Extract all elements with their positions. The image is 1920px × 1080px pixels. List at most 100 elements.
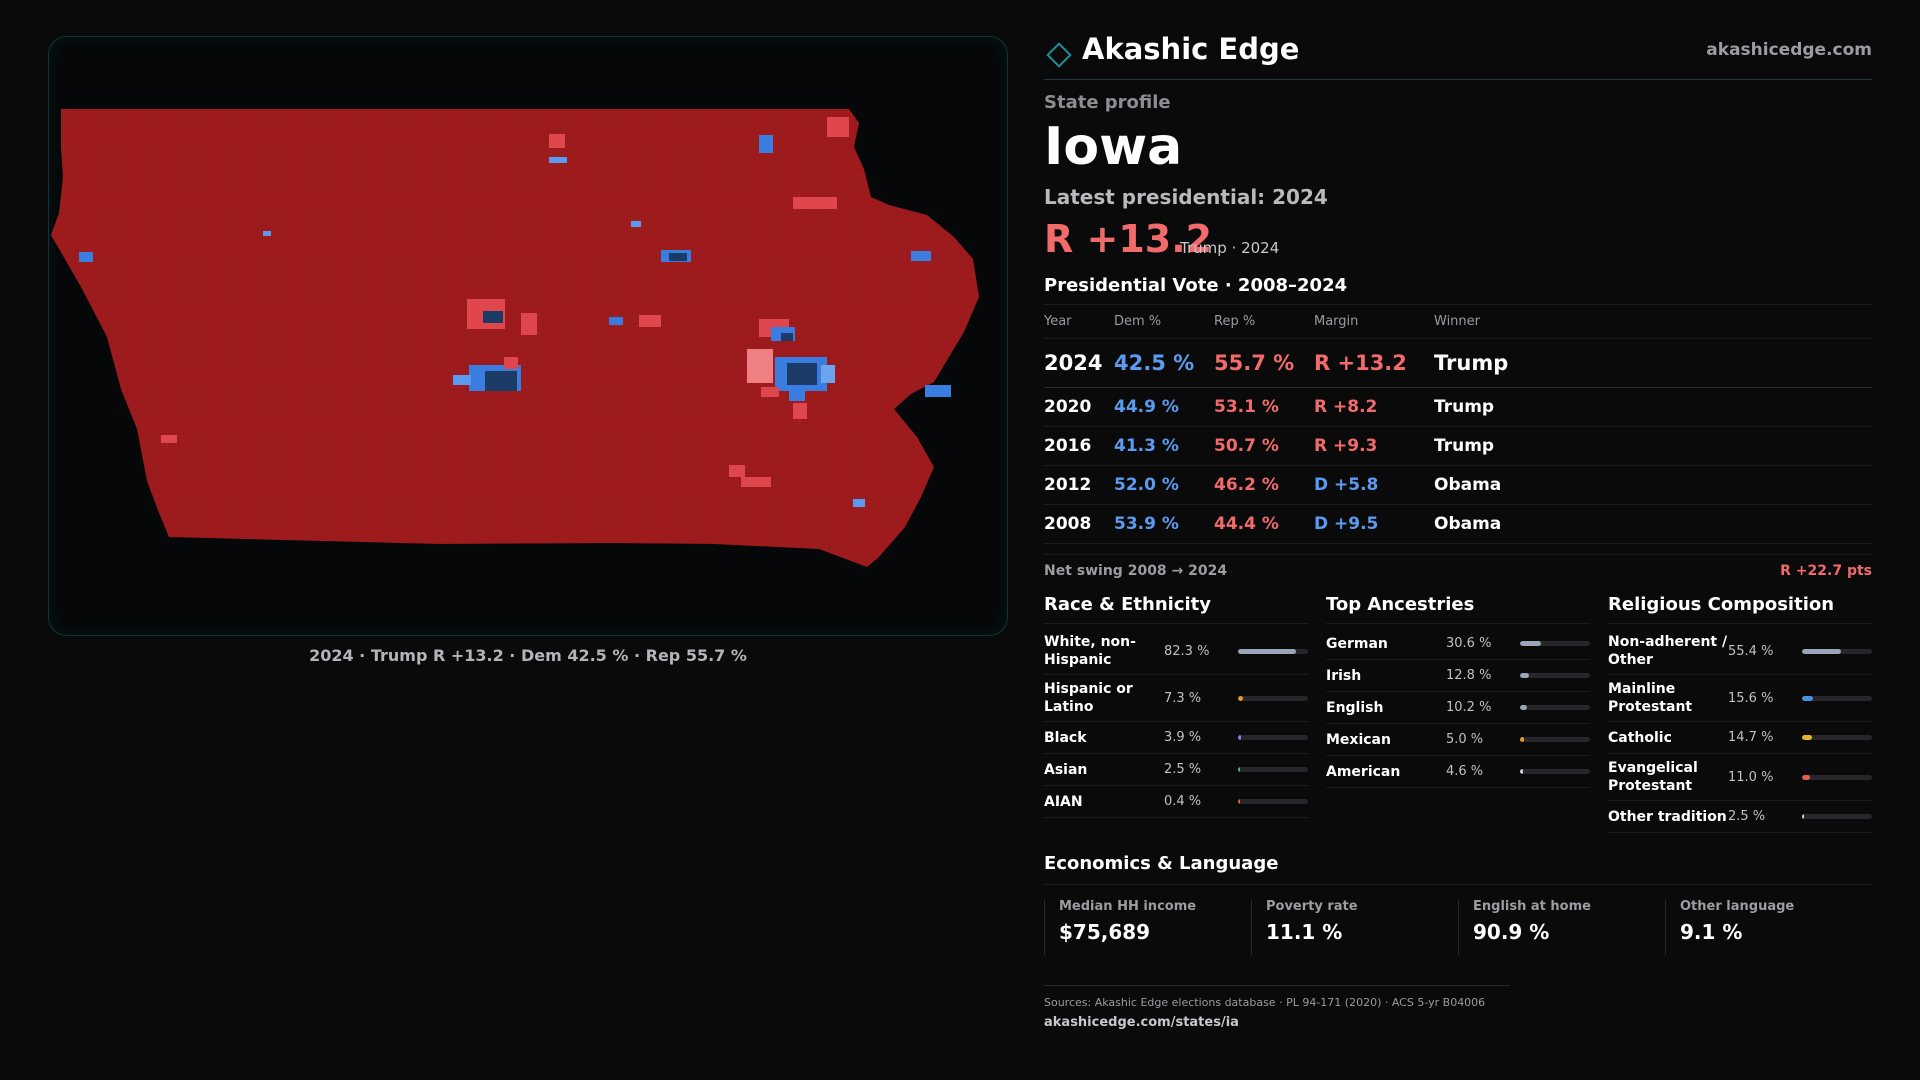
table-header-row: Year Dem % Rep % Margin Winner bbox=[1044, 304, 1872, 339]
demo-label: AIAN bbox=[1044, 793, 1083, 810]
demo-label: English bbox=[1326, 699, 1384, 716]
council-bluffs-cluster bbox=[161, 435, 177, 443]
table-row[interactable]: 2024 42.5 % 55.7 % R +13.2 Trump bbox=[1044, 338, 1872, 388]
demo-bar-fill bbox=[1238, 767, 1241, 772]
precinct-highlight bbox=[609, 317, 623, 325]
cell-winner: Trump bbox=[1434, 338, 1872, 388]
headline-margin: R +13.2 Trump · 2024 bbox=[1044, 217, 1872, 263]
list-item: Non-adherent / Other 55.4 % bbox=[1608, 628, 1872, 675]
religion-section: Religious Composition Non-adherent / Oth… bbox=[1608, 594, 1872, 833]
net-swing-value: R +22.7 pts bbox=[1780, 563, 1872, 579]
demo-bar bbox=[1802, 735, 1872, 740]
demo-label: German bbox=[1326, 635, 1388, 652]
demo-bar-fill bbox=[1802, 735, 1813, 740]
demo-bar bbox=[1520, 673, 1590, 678]
cell-year: 2008 bbox=[1044, 504, 1114, 544]
demo-bar-fill bbox=[1520, 673, 1529, 678]
cell-dem: 44.9 % bbox=[1114, 387, 1214, 427]
state-profile-panel: Akashic Edge akashicedge.com State profi… bbox=[1044, 28, 1872, 1030]
footer-url-link[interactable]: akashicedge.com/states/ia bbox=[1044, 1015, 1239, 1030]
econ-value: $75,689 bbox=[1059, 920, 1151, 944]
table-row[interactable]: 2020 44.9 % 53.1 % R +8.2 Trump bbox=[1044, 387, 1872, 427]
cell-winner: Trump bbox=[1434, 426, 1872, 466]
ancestry-section: Top Ancestries German 30.6 % Irish 12.8 … bbox=[1326, 594, 1590, 833]
brand-name: Akashic Edge bbox=[1082, 32, 1300, 66]
cell-dem: 42.5 % bbox=[1114, 338, 1214, 388]
state-name: Iowa bbox=[1044, 117, 1183, 177]
profile-eyebrow: State profile bbox=[1044, 92, 1171, 113]
econ-value: 11.1 % bbox=[1266, 920, 1343, 944]
precinct-highlight bbox=[793, 197, 837, 209]
demo-bar bbox=[1520, 737, 1590, 742]
net-swing-label: Net swing 2008 → 2024 bbox=[1044, 563, 1228, 579]
precinct-highlight bbox=[549, 157, 567, 163]
demo-bar bbox=[1238, 648, 1308, 654]
econ-stat: Median HH income $75,689 bbox=[1044, 899, 1251, 955]
footer-sources: Sources: Akashic Edge elections database… bbox=[1044, 996, 1486, 1009]
econ-label: Poverty rate bbox=[1266, 899, 1358, 914]
presidential-vote-title: Presidential Vote · 2008–2024 bbox=[1044, 275, 1348, 296]
race-ethnicity-title: Race & Ethnicity bbox=[1044, 594, 1308, 624]
list-item: Black 3.9 % bbox=[1044, 722, 1308, 754]
list-item: White, non-Hispanic 82.3 % bbox=[1044, 628, 1308, 675]
econ-stat: Other language 9.1 % bbox=[1665, 899, 1872, 955]
headline-margin-value: R +13.2 bbox=[1044, 217, 1213, 261]
table-row[interactable]: 2012 52.0 % 46.2 % D +5.8 Obama bbox=[1044, 465, 1872, 505]
list-item: English 10.2 % bbox=[1326, 692, 1590, 724]
iowa-map-svg[interactable] bbox=[49, 37, 1008, 636]
table-row[interactable]: 2016 41.3 % 50.7 % R +9.3 Trump bbox=[1044, 426, 1872, 466]
precinct-highlight bbox=[729, 465, 745, 477]
religion-title: Religious Composition bbox=[1608, 594, 1872, 624]
cell-year: 2016 bbox=[1044, 426, 1114, 466]
precinct-highlight bbox=[549, 134, 565, 148]
waterloo-cluster bbox=[661, 250, 691, 262]
cedar-rapids-cluster bbox=[747, 319, 835, 419]
precinct-map[interactable] bbox=[48, 36, 1008, 636]
demo-label: White, non-Hispanic bbox=[1044, 634, 1136, 668]
econ-value: 9.1 % bbox=[1680, 920, 1743, 944]
demo-value: 11.0 % bbox=[1728, 769, 1774, 785]
demo-label: Hispanic or Latino bbox=[1044, 681, 1133, 715]
cell-dem: 41.3 % bbox=[1114, 426, 1214, 466]
demo-value: 2.5 % bbox=[1164, 762, 1202, 777]
demo-label: Irish bbox=[1326, 667, 1362, 684]
col-header-year: Year bbox=[1044, 304, 1114, 339]
demo-label: Other tradition bbox=[1608, 808, 1727, 825]
demo-bar-fill bbox=[1238, 695, 1244, 701]
cell-margin: D +9.5 bbox=[1314, 504, 1434, 544]
precinct-highlight bbox=[263, 231, 271, 236]
demo-bar bbox=[1520, 769, 1590, 774]
cell-dem: 52.0 % bbox=[1114, 465, 1214, 505]
economics-grid: Median HH income $75,689 Poverty rate 11… bbox=[1044, 899, 1872, 955]
footer: Sources: Akashic Edge elections database… bbox=[1044, 985, 1510, 1030]
cell-dem: 53.9 % bbox=[1114, 504, 1214, 544]
latest-presidential-label: Latest presidential: 2024 bbox=[1044, 185, 1328, 209]
list-item: Other tradition 2.5 % bbox=[1608, 801, 1872, 833]
econ-label: Other language bbox=[1680, 899, 1795, 914]
list-item: American 4.6 % bbox=[1326, 756, 1590, 788]
cell-rep: 46.2 % bbox=[1214, 465, 1314, 505]
precinct-highlight bbox=[631, 221, 641, 227]
demo-bar-fill bbox=[1520, 705, 1528, 710]
cell-winner: Obama bbox=[1434, 465, 1872, 505]
demo-bar bbox=[1802, 648, 1872, 654]
map-caption: 2024 · Trump R +13.2 · Dem 42.5 % · Rep … bbox=[309, 646, 747, 665]
demo-value: 7.3 % bbox=[1164, 690, 1202, 706]
brand-url-link[interactable]: akashicedge.com bbox=[1706, 40, 1872, 60]
demo-value: 10.2 % bbox=[1446, 700, 1492, 715]
cell-rep: 53.1 % bbox=[1214, 387, 1314, 427]
econ-stat: English at home 90.9 % bbox=[1458, 899, 1665, 955]
list-item: German 30.6 % bbox=[1326, 628, 1590, 660]
demo-value: 3.9 % bbox=[1164, 730, 1202, 745]
precinct-highlight bbox=[853, 499, 865, 507]
col-header-rep: Rep % bbox=[1214, 304, 1314, 339]
cell-margin: R +13.2 bbox=[1314, 338, 1434, 388]
demo-value: 55.4 % bbox=[1728, 643, 1774, 659]
demo-bar-fill bbox=[1802, 774, 1810, 780]
davenport-cluster bbox=[925, 385, 951, 397]
demo-bar-fill bbox=[1520, 737, 1524, 742]
table-row[interactable]: 2008 53.9 % 44.4 % D +9.5 Obama bbox=[1044, 504, 1872, 544]
demo-bar bbox=[1802, 814, 1872, 819]
cell-year: 2020 bbox=[1044, 387, 1114, 427]
demo-label: Black bbox=[1044, 729, 1087, 746]
